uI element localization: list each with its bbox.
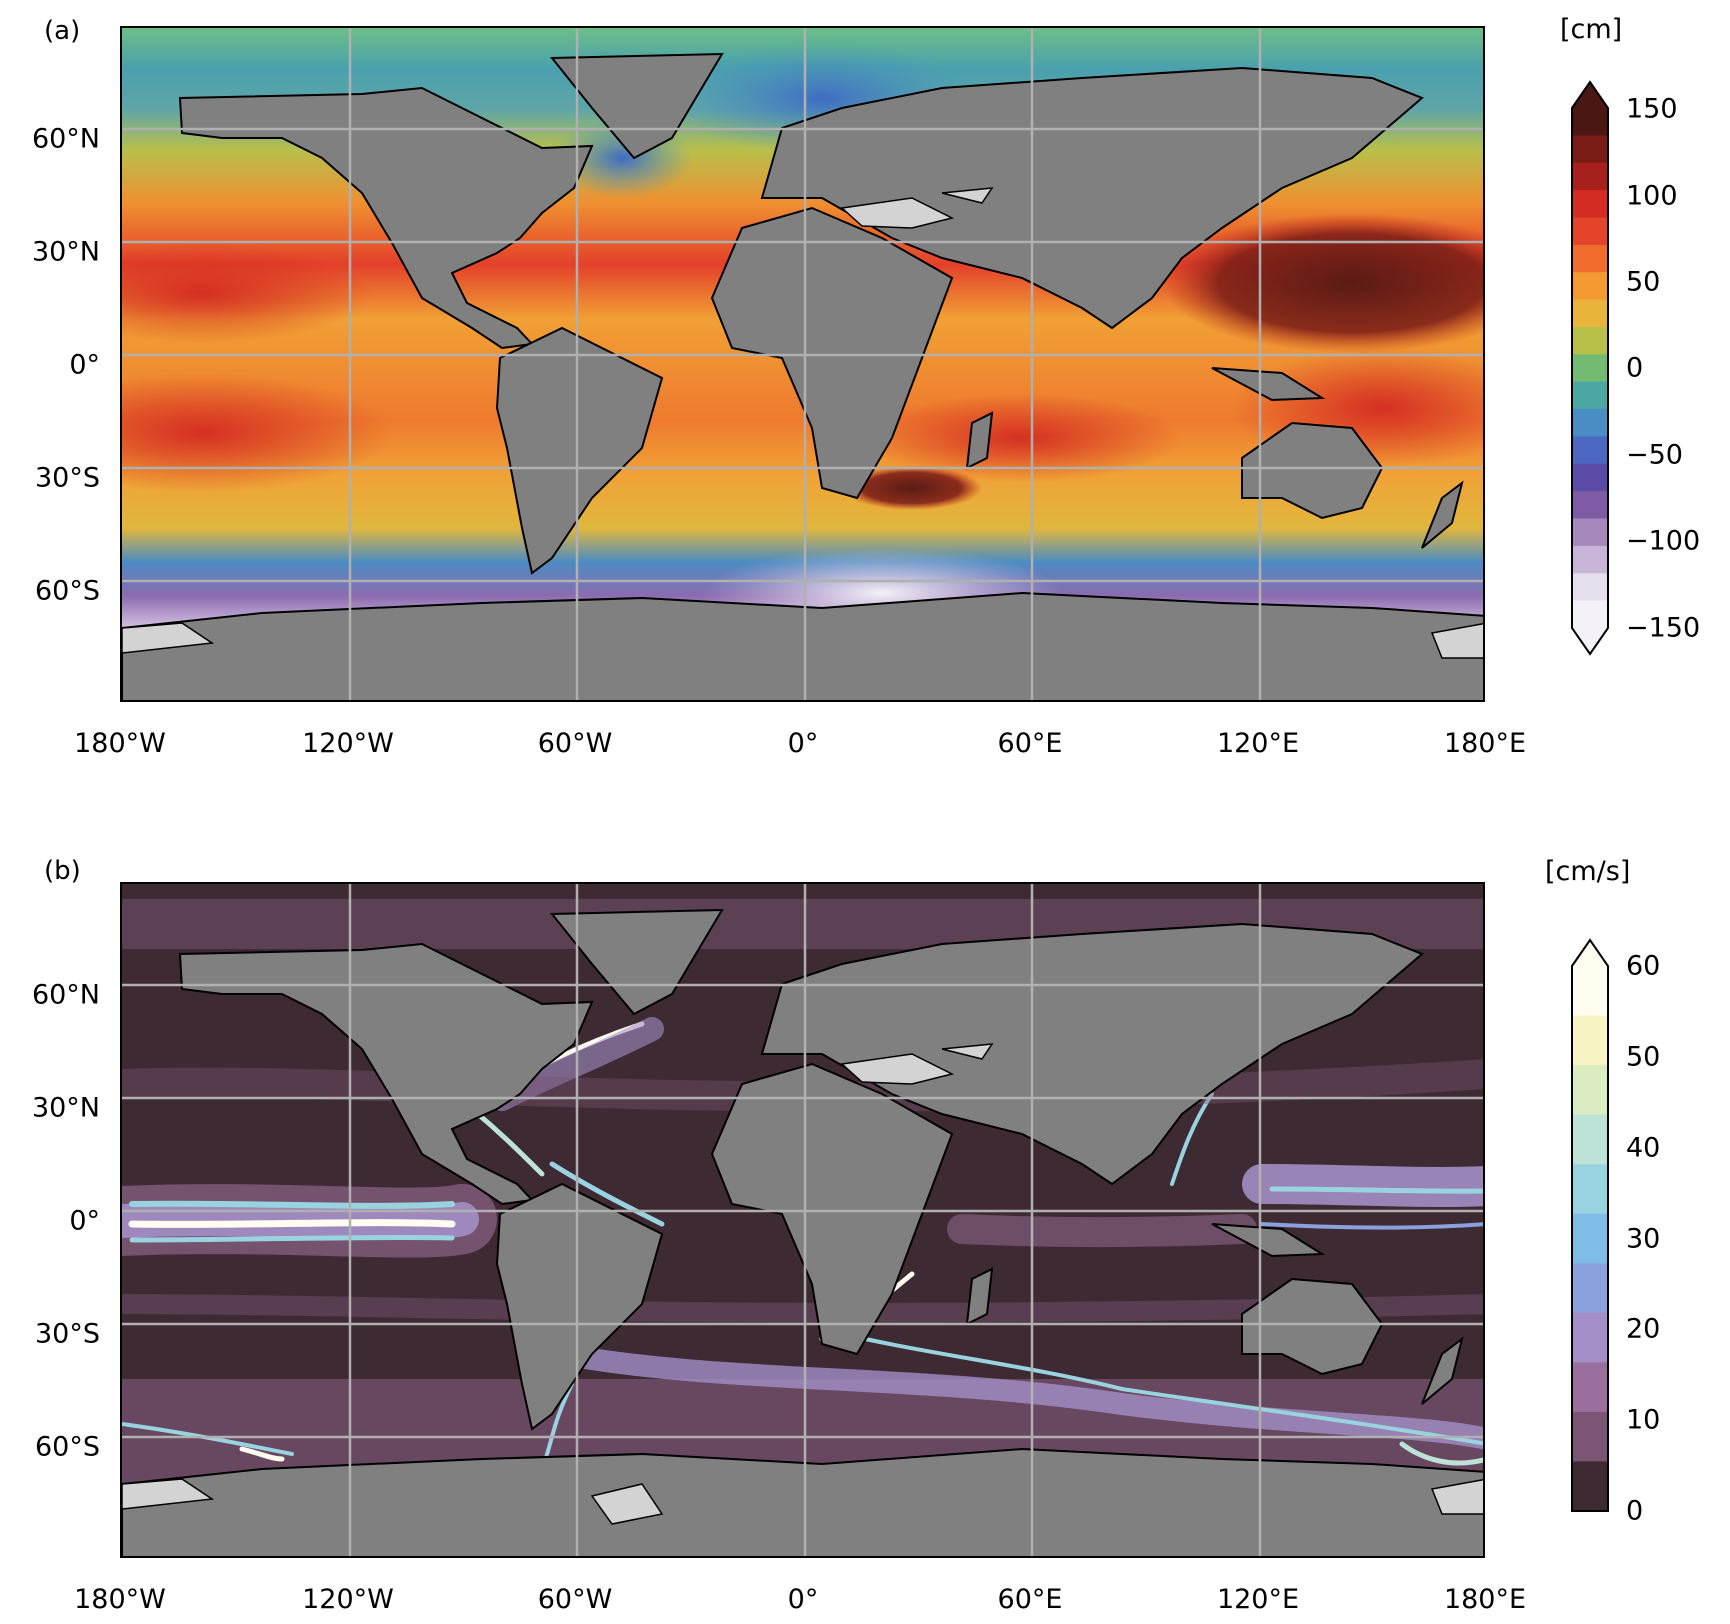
colorbar-segment — [1572, 135, 1608, 164]
inland-seas — [122, 1043, 1483, 1525]
colorbar-segment — [1572, 354, 1608, 383]
colorbar-segment — [1572, 1312, 1608, 1363]
colorbar-tick: −100 — [1626, 525, 1701, 557]
colorbar-segment — [1572, 381, 1608, 410]
colorbar-extend-min — [1572, 628, 1608, 654]
colorbar-tick: 0 — [1626, 352, 1644, 384]
colorbar-tick: 30 — [1626, 1223, 1661, 1255]
lat-tick: 30°S — [35, 462, 100, 494]
inland-seas — [122, 187, 1483, 659]
lon-tick: 180°E — [1443, 1584, 1527, 1615]
lon-tick: 0° — [787, 1584, 819, 1615]
colorbar-segment — [1572, 1411, 1608, 1463]
current-speed-map — [120, 882, 1485, 1558]
colorbar-segment — [1572, 573, 1608, 602]
colorbar-segment — [1572, 436, 1608, 465]
land-masses — [122, 908, 1483, 1556]
lat-tick: 30°N — [31, 236, 100, 268]
lat-tick: 0° — [69, 1205, 100, 1237]
colorbar-tick: 100 — [1626, 180, 1678, 212]
colorbar-segment — [1572, 217, 1608, 246]
colorbar-segment — [1572, 409, 1608, 438]
colorbar-tick: 40 — [1626, 1132, 1661, 1164]
colorbar — [1571, 938, 1609, 1512]
colorbar-segment — [1572, 545, 1608, 574]
colorbar-tick: 60 — [1626, 950, 1661, 982]
colorbar-segment — [1572, 108, 1608, 136]
lon-tick: 60°W — [537, 1584, 613, 1615]
colorbar-segment — [1572, 1362, 1608, 1413]
colorbar-segment — [1572, 1015, 1608, 1066]
colorbar-tick: −50 — [1626, 439, 1683, 471]
colorbar-outline — [1571, 938, 1609, 1512]
lon-tick: 120°E — [1216, 1584, 1300, 1615]
colorbar-segment — [1572, 1213, 1608, 1264]
colorbar-tick: 10 — [1626, 1404, 1661, 1436]
lat-tick: 60°N — [31, 979, 100, 1011]
colorbar-unit: [cm/s] — [1545, 856, 1631, 887]
colorbar-segment — [1572, 1164, 1608, 1215]
colorbar-segment — [1572, 244, 1608, 273]
colorbar-segment — [1572, 966, 1608, 1017]
colorbar-tick: −150 — [1626, 612, 1701, 644]
colorbar-tick: 0 — [1626, 1495, 1644, 1527]
colorbar-segment — [1572, 190, 1608, 219]
colorbar-segment — [1572, 1263, 1608, 1314]
lon-tick: 180°W — [74, 728, 166, 759]
lat-tick: 0° — [69, 349, 100, 381]
colorbar-segment — [1572, 1114, 1608, 1165]
colorbar-segment — [1572, 162, 1608, 191]
colorbar — [1571, 80, 1609, 656]
lat-tick: 60°S — [35, 575, 100, 607]
colorbar-segment — [1572, 463, 1608, 492]
colorbar-segment — [1572, 1065, 1608, 1116]
colorbar-extend-max — [1572, 82, 1608, 108]
sea-level-map — [120, 26, 1485, 702]
colorbar-segment — [1572, 299, 1608, 328]
colorbar-extend-max — [1572, 940, 1608, 966]
lon-tick: 120°W — [302, 728, 394, 759]
colorbar-tick: 50 — [1626, 1041, 1661, 1073]
colorbar-tick: 50 — [1626, 266, 1661, 298]
panel-label: (b) — [44, 856, 81, 886]
lon-tick: 120°W — [302, 1584, 394, 1615]
colorbar-tick: 20 — [1626, 1313, 1661, 1345]
colorbar-segment — [1572, 518, 1608, 547]
gridlines — [122, 28, 1483, 700]
lat-tick: 60°N — [31, 123, 100, 155]
gridlines — [122, 884, 1483, 1556]
lat-tick: 60°S — [35, 1431, 100, 1463]
colorbar-tick: 150 — [1626, 93, 1678, 125]
colorbar-segment — [1572, 600, 1608, 629]
lon-tick: 120°E — [1216, 728, 1300, 759]
colorbar-segment — [1572, 272, 1608, 301]
lon-tick: 60°E — [997, 1584, 1063, 1615]
colorbar-unit: [cm] — [1560, 14, 1623, 45]
lon-tick: 180°E — [1443, 728, 1527, 759]
lon-tick: 0° — [787, 728, 819, 759]
land-masses — [122, 52, 1483, 700]
panel-label: (a) — [44, 16, 81, 46]
colorbar-segment — [1572, 326, 1608, 355]
lat-tick: 30°S — [35, 1318, 100, 1350]
lat-tick: 30°N — [31, 1092, 100, 1124]
colorbar-outline — [1571, 80, 1609, 656]
lon-tick: 180°W — [74, 1584, 166, 1615]
colorbar-segment — [1572, 491, 1608, 520]
colorbar-segment — [1572, 1461, 1608, 1512]
lon-tick: 60°E — [997, 728, 1063, 759]
lon-tick: 60°W — [537, 728, 613, 759]
